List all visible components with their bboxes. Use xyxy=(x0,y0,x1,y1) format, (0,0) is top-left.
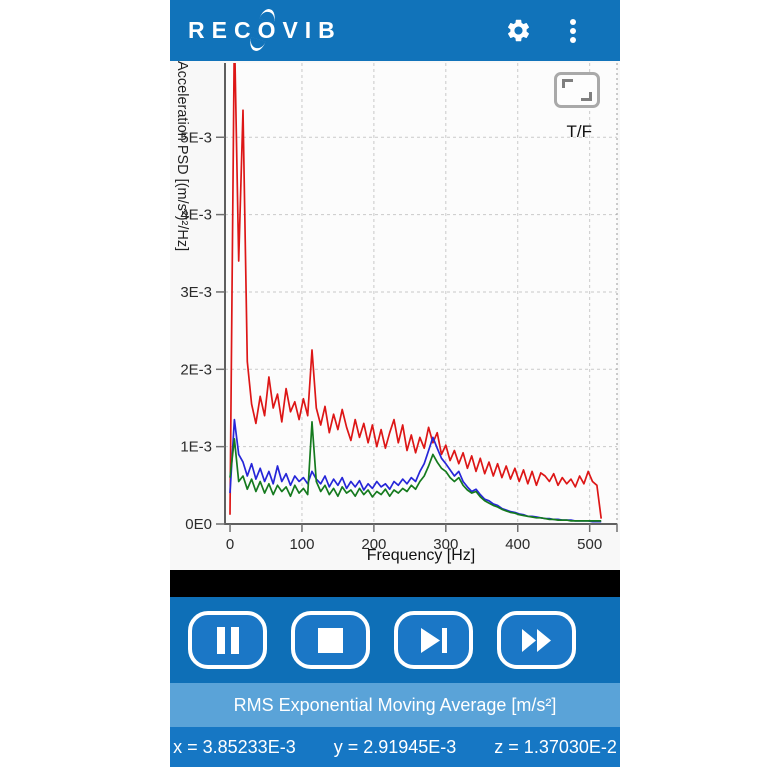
rms-metric-bar: RMS Exponential Moving Average [m/s²] xyxy=(170,683,620,727)
svg-text:1E-3: 1E-3 xyxy=(180,439,212,456)
transport-controls-bar xyxy=(170,597,620,683)
y-axis-title: Acceleration PSD [(m/s²)²/Hz] xyxy=(174,61,190,252)
x-axis-title: Frequency [Hz] xyxy=(366,547,476,564)
fullscreen-resize-button[interactable] xyxy=(554,72,600,108)
psd-chart-panel: 0 100 200 300 400 500 0E0 1E-3 2E-3 3E-3 4E-3 5E-3 … xyxy=(170,61,620,570)
svg-text:300: 300 xyxy=(433,536,458,553)
settings-gear-icon[interactable] xyxy=(505,17,532,44)
axis-values-bar: x = 3.85233E-3 y = 2.91945E-3 z = 1.3703… xyxy=(170,727,620,767)
logo-letter-o: O xyxy=(247,6,283,54)
psd-line-chart[interactable]: 0 100 200 300 400 500 0E0 1E-3 2E-3 3E-3 4E-3 5E-3 xyxy=(170,61,620,570)
svg-text:100: 100 xyxy=(289,536,314,553)
z-axis-value: z = 1.37030E-2 xyxy=(494,736,617,757)
stop-icon xyxy=(318,627,343,653)
svg-text:400: 400 xyxy=(505,536,530,553)
svg-text:0E0: 0E0 xyxy=(185,516,212,533)
svg-text:500: 500 xyxy=(577,536,602,553)
recovib-app-window: REC O VIB 0 100 200 300 400 500 0E0 1E-3 2E-3 3E-3 4… xyxy=(170,0,620,767)
svg-text:2E-3: 2E-3 xyxy=(180,361,212,378)
app-bar: REC O VIB xyxy=(170,0,620,61)
svg-text:5E-3: 5E-3 xyxy=(180,129,212,146)
y-axis-value: y = 2.91945E-3 xyxy=(333,736,457,757)
svg-text:200: 200 xyxy=(361,536,386,553)
app-logo: REC O VIB xyxy=(188,6,342,54)
black-separator xyxy=(170,570,620,597)
svg-text:0: 0 xyxy=(226,536,234,553)
rms-metric-label: RMS Exponential Moving Average [m/s²] xyxy=(233,694,557,715)
pause-icon xyxy=(216,626,239,654)
fast-forward-button[interactable] xyxy=(497,611,576,669)
time-frequency-toggle[interactable]: T/F xyxy=(566,122,593,141)
stop-button[interactable] xyxy=(291,611,370,669)
x-axis-value: x = 3.85233E-3 xyxy=(173,736,296,757)
skip-next-icon xyxy=(420,627,447,653)
logo-text-suffix: VIB xyxy=(282,17,342,43)
svg-text:3E-3: 3E-3 xyxy=(180,284,212,301)
svg-text:4E-3: 4E-3 xyxy=(180,207,212,224)
fast-forward-icon xyxy=(521,628,551,652)
resize-corner-bottom-right-icon xyxy=(581,92,592,101)
logo-text-prefix: REC xyxy=(188,17,258,43)
overflow-menu-icon[interactable] xyxy=(568,17,578,45)
resize-corner-top-left-icon xyxy=(562,79,573,88)
skip-next-button[interactable] xyxy=(394,611,473,669)
pause-button[interactable] xyxy=(188,611,267,669)
